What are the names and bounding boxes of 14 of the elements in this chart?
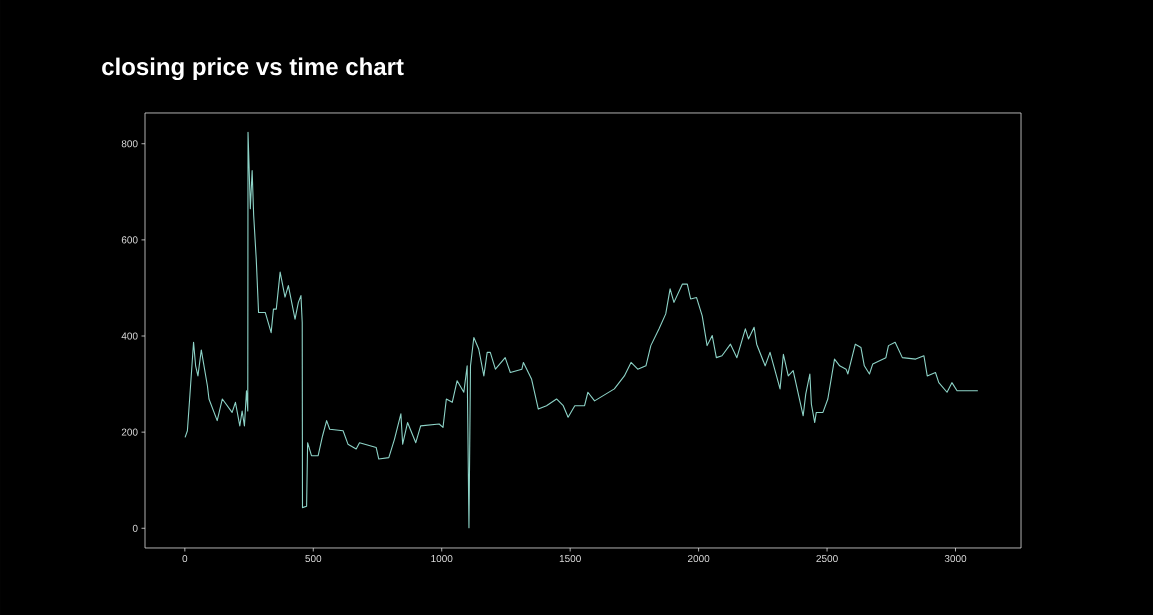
x-tick-label: 3000 xyxy=(944,555,967,563)
y-tick-label: 200 xyxy=(121,428,138,436)
chart-title: closing price vs time chart xyxy=(102,57,404,81)
x-tick-label: 0 xyxy=(182,555,188,563)
y-tick-label: 0 xyxy=(132,524,138,532)
x-tick-label: 1500 xyxy=(559,555,581,563)
y-tick-label: 400 xyxy=(121,332,138,340)
line-series xyxy=(184,131,979,529)
x-tick-label: 1000 xyxy=(431,555,453,563)
y-tick-label: 600 xyxy=(121,236,138,244)
x-tick-label: 2500 xyxy=(816,555,838,563)
x-tick-label: 2000 xyxy=(687,555,710,563)
y-tick-label: 800 xyxy=(121,140,138,148)
x-tick-label: 500 xyxy=(305,555,322,563)
